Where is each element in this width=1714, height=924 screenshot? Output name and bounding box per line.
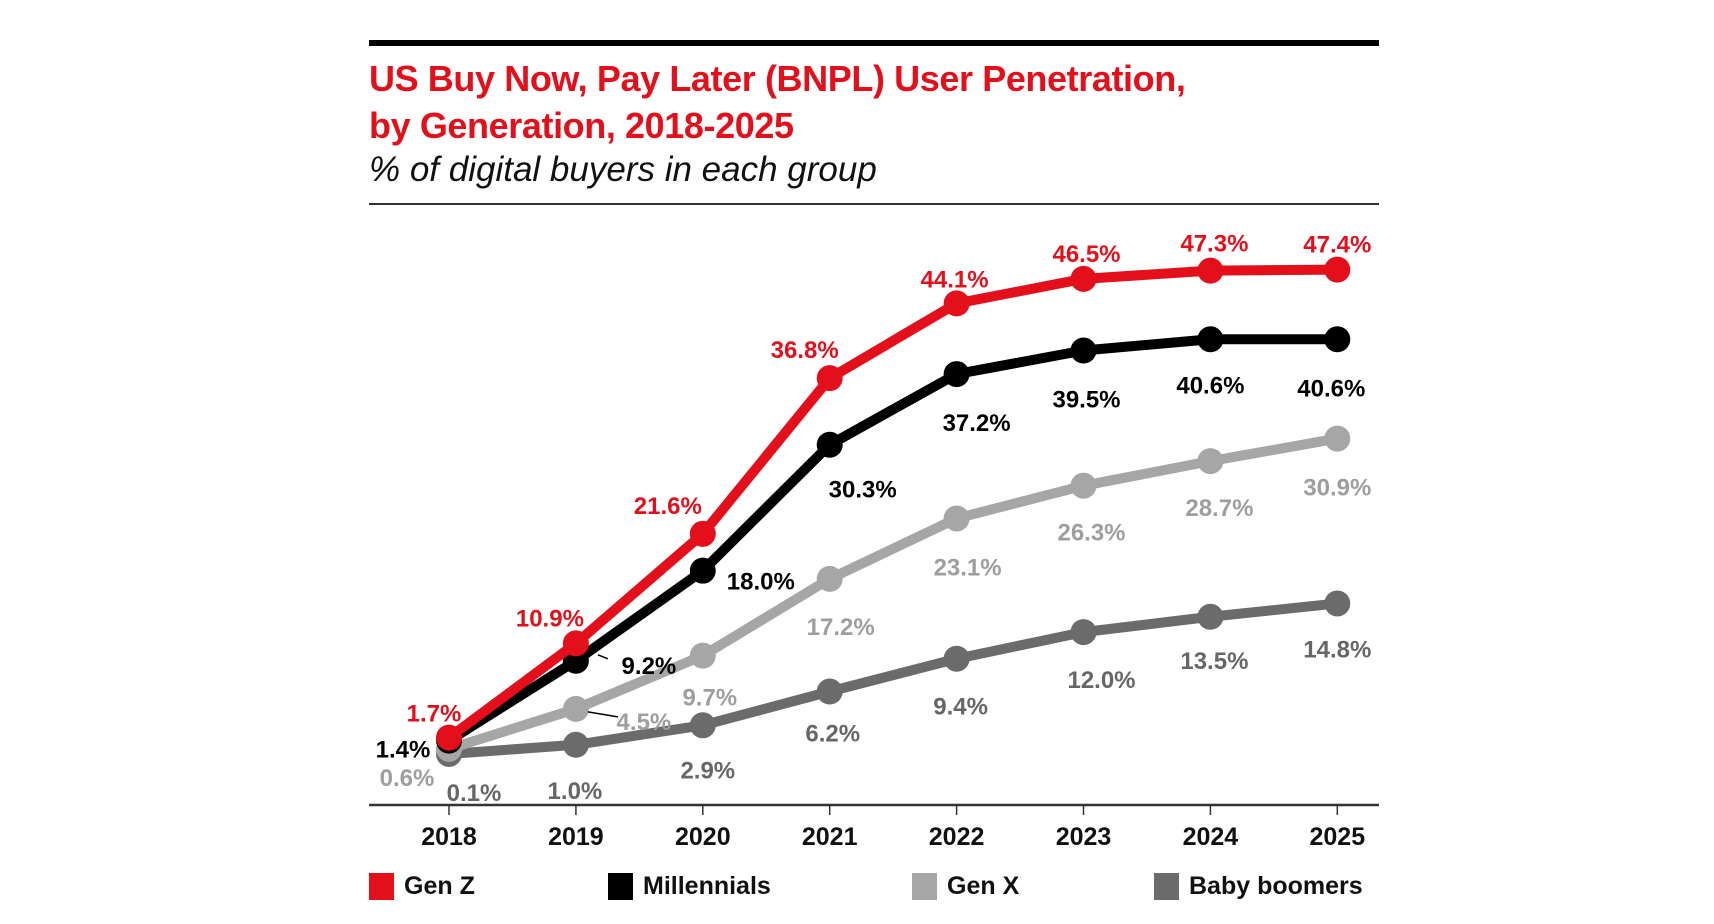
data-point bbox=[943, 645, 970, 672]
data-label: 4.5% bbox=[617, 709, 672, 736]
data-point bbox=[436, 724, 462, 751]
data-point bbox=[689, 712, 716, 739]
data-label: 13.5% bbox=[1180, 648, 1248, 675]
data-label: 1.7% bbox=[407, 701, 462, 728]
data-point bbox=[1197, 326, 1224, 353]
data-point bbox=[562, 731, 589, 758]
data-label: 30.9% bbox=[1303, 475, 1371, 502]
legend-item-millennials: Millennials bbox=[608, 872, 771, 901]
data-label: 37.2% bbox=[943, 410, 1011, 437]
data-point bbox=[816, 431, 843, 458]
leader-line bbox=[587, 711, 619, 718]
data-label: 21.6% bbox=[634, 493, 702, 520]
legend-item-gen-x: Gen X bbox=[912, 872, 1019, 901]
data-label: 47.3% bbox=[1180, 231, 1248, 258]
legend-swatch bbox=[1154, 873, 1179, 900]
data-label: 39.5% bbox=[1052, 387, 1120, 414]
data-label: 28.7% bbox=[1185, 495, 1253, 522]
x-tick-label: 2022 bbox=[929, 823, 985, 851]
legend-item-baby-boomers: Baby boomers bbox=[1154, 872, 1363, 901]
x-tick-label: 2025 bbox=[1309, 823, 1365, 851]
data-label: 14.8% bbox=[1303, 636, 1371, 663]
series-line-millennials bbox=[444, 334, 1343, 746]
data-point bbox=[1070, 337, 1097, 364]
data-point bbox=[943, 290, 970, 317]
data-label: 47.4% bbox=[1303, 232, 1371, 259]
data-point bbox=[1197, 448, 1224, 475]
data-point bbox=[1070, 472, 1097, 499]
legend-label: Millennials bbox=[643, 872, 771, 900]
x-tick-label: 2020 bbox=[675, 823, 731, 851]
data-point bbox=[943, 505, 970, 532]
data-point bbox=[1070, 265, 1097, 292]
data-label: 1.0% bbox=[548, 778, 603, 805]
data-point bbox=[1324, 590, 1351, 617]
x-tick-label: 2019 bbox=[548, 823, 604, 851]
data-label: 40.6% bbox=[1297, 375, 1365, 402]
x-tick-label: 2021 bbox=[802, 823, 858, 851]
chart-title: US Buy Now, Pay Later (BNPL) User Penetr… bbox=[369, 55, 1389, 149]
legend-swatch bbox=[608, 873, 633, 900]
legend-label: Gen X bbox=[947, 872, 1020, 900]
data-point bbox=[816, 678, 843, 705]
data-label: 26.3% bbox=[1057, 520, 1125, 547]
data-point bbox=[816, 365, 843, 392]
legend-swatch bbox=[912, 873, 937, 900]
data-label: 0.6% bbox=[380, 765, 435, 792]
x-tick-label: 2018 bbox=[421, 823, 477, 851]
data-point bbox=[816, 565, 843, 592]
data-label: 1.4% bbox=[376, 737, 431, 764]
series-line-gen-z bbox=[444, 264, 1343, 743]
top-rule bbox=[369, 40, 1379, 46]
data-point bbox=[562, 630, 589, 657]
data-label: 44.1% bbox=[921, 266, 989, 293]
data-label: 40.6% bbox=[1176, 372, 1244, 399]
legend-item-gen-z: Gen Z bbox=[369, 872, 475, 901]
data-label: 9.4% bbox=[933, 694, 988, 721]
data-point bbox=[943, 361, 970, 388]
data-point bbox=[689, 642, 716, 669]
chart-subtitle: % of digital buyers in each group bbox=[369, 150, 877, 189]
data-point bbox=[1324, 425, 1351, 452]
data-label: 30.3% bbox=[829, 477, 897, 504]
data-label: 6.2% bbox=[805, 721, 860, 748]
data-label: 23.1% bbox=[934, 554, 1002, 581]
data-point bbox=[1324, 256, 1351, 283]
legend: Gen Z Millennials Gen X Baby boomers bbox=[0, 872, 1714, 908]
data-label: 12.0% bbox=[1067, 667, 1135, 694]
series-line-baby-boomers bbox=[444, 598, 1343, 759]
data-label: 18.0% bbox=[727, 569, 795, 596]
data-point bbox=[689, 557, 716, 584]
data-point bbox=[1324, 326, 1351, 353]
data-point bbox=[689, 520, 716, 547]
leader-line bbox=[597, 654, 609, 660]
chart-title-line-1: US Buy Now, Pay Later (BNPL) User Penetr… bbox=[369, 58, 1186, 99]
data-label: 9.7% bbox=[682, 685, 737, 712]
data-label: 2.9% bbox=[680, 757, 735, 784]
data-label: 10.9% bbox=[516, 605, 584, 632]
legend-swatch bbox=[369, 873, 394, 900]
data-label: 9.2% bbox=[622, 653, 677, 680]
data-point bbox=[1197, 257, 1224, 284]
x-tick-label: 2023 bbox=[1056, 823, 1112, 851]
x-tick-label: 2024 bbox=[1183, 823, 1239, 851]
legend-label: Gen Z bbox=[404, 872, 475, 900]
series-line-gen-x bbox=[444, 433, 1343, 754]
title-divider bbox=[369, 203, 1379, 205]
legend-label: Baby boomers bbox=[1189, 872, 1363, 900]
chart-title-line-2: by Generation, 2018-2025 bbox=[369, 105, 794, 146]
data-label: 17.2% bbox=[807, 614, 875, 641]
data-point bbox=[562, 695, 589, 722]
data-point bbox=[1070, 619, 1097, 646]
data-label: 0.1% bbox=[447, 780, 502, 807]
data-label: 36.8% bbox=[771, 337, 839, 364]
data-label: 46.5% bbox=[1052, 241, 1120, 268]
data-point bbox=[1197, 603, 1224, 630]
